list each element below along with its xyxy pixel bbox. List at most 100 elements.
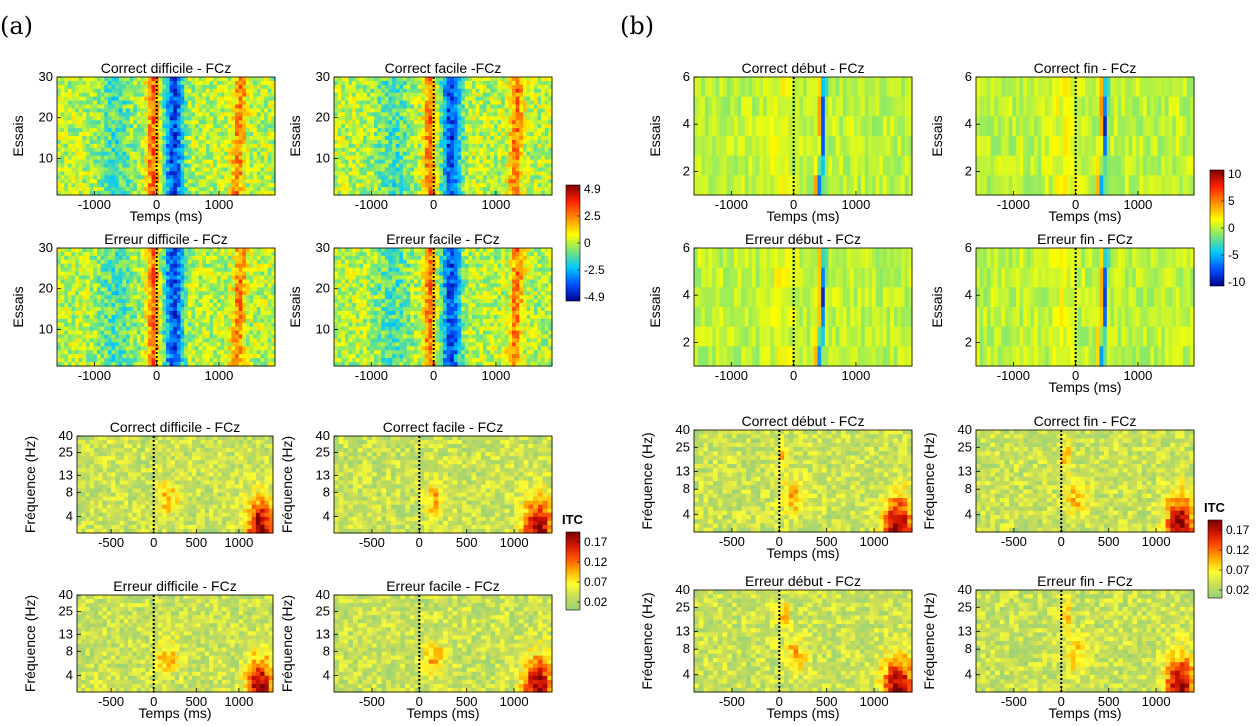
heatmap-cell xyxy=(64,171,69,176)
heatmap-cell xyxy=(122,167,127,172)
heatmap-cell xyxy=(100,255,105,261)
heatmap-cell xyxy=(180,255,185,261)
heatmap-cell xyxy=(140,112,145,117)
heatmap-cell xyxy=(67,271,73,277)
heatmap-cell xyxy=(129,191,134,196)
heatmap-cell xyxy=(388,171,393,176)
heatmap-cell xyxy=(133,77,138,82)
heatmap-cell xyxy=(392,80,397,86)
heatmap-cell xyxy=(519,100,524,106)
heatmap-cell xyxy=(548,92,553,98)
heatmap-cell xyxy=(242,136,247,141)
heatmap-cell xyxy=(220,124,225,129)
heatmap-cell xyxy=(75,326,80,332)
heatmap-cell xyxy=(198,251,203,257)
heatmap-cell xyxy=(428,151,433,157)
heatmap-cell xyxy=(173,330,178,336)
heatmap-cell xyxy=(352,139,357,145)
heatmap-cell xyxy=(373,108,379,113)
heatmap-cell xyxy=(370,167,375,172)
heatmap-cell xyxy=(341,159,346,165)
heatmap-cell xyxy=(526,96,531,102)
heatmap-cell xyxy=(341,116,346,121)
heatmap-cell xyxy=(75,251,80,257)
heatmap-cell xyxy=(264,167,269,172)
heatmap-cell xyxy=(267,88,272,94)
heatmap-cell xyxy=(267,279,272,284)
heatmap-cell xyxy=(403,88,408,94)
heatmap-cell xyxy=(413,77,419,82)
heatmap-cell xyxy=(107,299,113,304)
heatmap-cell xyxy=(519,191,524,196)
heatmap-cell xyxy=(468,96,473,102)
heatmap-cell xyxy=(443,147,448,153)
heatmap-cell xyxy=(271,295,276,300)
heatmap-cell xyxy=(93,263,98,269)
heatmap-cell xyxy=(89,171,94,176)
heatmap-cell xyxy=(235,96,240,102)
heatmap-cell xyxy=(224,271,229,277)
heatmap-cell xyxy=(144,267,149,273)
heatmap-cell xyxy=(417,167,422,172)
heatmap-cell xyxy=(162,314,167,320)
heatmap-cell xyxy=(213,263,218,269)
heatmap-cell xyxy=(515,96,520,102)
heatmap-cell xyxy=(111,175,116,180)
heatmap-cell xyxy=(267,175,272,180)
heatmap-cell xyxy=(107,159,113,165)
heatmap-cell xyxy=(100,104,105,110)
heatmap-cell xyxy=(428,187,433,192)
heatmap-cell xyxy=(60,259,65,265)
heatmap-cell xyxy=(264,314,269,320)
heatmap-cell xyxy=(166,259,171,265)
heatmap-cell xyxy=(548,136,553,141)
heatmap-cell xyxy=(75,77,80,82)
heatmap-cell xyxy=(245,171,251,176)
heatmap-cell xyxy=(151,334,156,340)
heatmap-cell xyxy=(151,295,156,300)
heatmap-cell xyxy=(406,139,411,145)
panel-label-a: (a) xyxy=(0,12,33,40)
heatmap-cell xyxy=(64,159,69,165)
heatmap-cell xyxy=(355,88,361,94)
heatmap-cell xyxy=(118,187,123,192)
heatmap-cell xyxy=(413,159,419,165)
heatmap-cell xyxy=(140,151,145,157)
heatmap-cell xyxy=(245,128,251,133)
heatmap-cell xyxy=(169,139,174,145)
heatmap-cell xyxy=(392,171,397,176)
heatmap-cell xyxy=(256,124,262,129)
heatmap-cell xyxy=(216,279,222,284)
heatmap-cell xyxy=(57,299,62,304)
heatmap-cell xyxy=(373,147,379,153)
heatmap-cell xyxy=(104,191,109,196)
heatmap-cell xyxy=(180,100,185,106)
heatmap-cell xyxy=(457,104,462,110)
heatmap-cell xyxy=(399,80,404,86)
heatmap-cell xyxy=(187,248,193,253)
heatmap-cell xyxy=(461,155,466,161)
heatmap-cell xyxy=(392,136,397,141)
heatmap-cell xyxy=(126,100,131,106)
heatmap-cell xyxy=(209,179,214,184)
heatmap-cell xyxy=(493,163,499,169)
heatmap-cell xyxy=(464,159,470,165)
heatmap-cell xyxy=(86,283,91,288)
heatmap-cell xyxy=(260,271,265,277)
heatmap-cell xyxy=(348,147,353,153)
heatmap-cell xyxy=(548,104,553,110)
heatmap-cell xyxy=(264,171,269,176)
heatmap-cell xyxy=(406,108,411,113)
heatmap-cell xyxy=(213,171,218,176)
heatmap-cell xyxy=(544,120,549,125)
heatmap-cell xyxy=(271,307,276,312)
heatmap-cell xyxy=(126,187,131,192)
heatmap-cell xyxy=(195,120,200,125)
heatmap-cell xyxy=(151,291,156,296)
heatmap-cell xyxy=(158,287,163,292)
heatmap-cell xyxy=(133,334,138,340)
heatmap-cell xyxy=(180,92,185,98)
heatmap-cell xyxy=(395,155,400,161)
heatmap-cell xyxy=(173,271,178,277)
heatmap-cell xyxy=(450,171,455,176)
